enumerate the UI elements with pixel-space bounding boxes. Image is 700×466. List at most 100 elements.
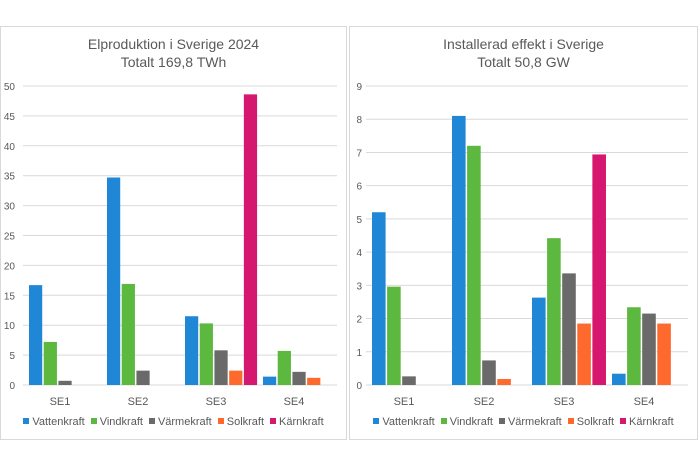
legend-swatch xyxy=(620,418,627,424)
bar-solkraft-se2 xyxy=(497,379,511,385)
bar-vindkraft-se2 xyxy=(467,145,481,385)
bar-vattenkraft-se4 xyxy=(612,373,626,385)
legend-label: Vattenkraft xyxy=(382,416,435,428)
y-tick-label: 20 xyxy=(4,261,16,272)
y-tick-label: 25 xyxy=(4,232,16,243)
chart-panel-capacity: 0 1 2 3 4 5 6 7 8 9 SE1 SE2 SE3 SE4 Installerad effek… xyxy=(349,26,698,440)
y-tick-label: 50 xyxy=(4,82,16,93)
legend-item: Värmekraft xyxy=(498,416,562,428)
legend: Vattenkraft Vindkraft Värmekraft Solkraft Kä… xyxy=(1,416,346,428)
legend-label: Värmekraft xyxy=(507,416,562,428)
legend-label: Solkraft xyxy=(226,416,265,428)
legend-swatch xyxy=(90,418,97,424)
legend-swatch xyxy=(440,418,447,424)
legend-label: Kärnkraft xyxy=(279,416,324,428)
bar-kärnkraft-se3 xyxy=(592,154,606,385)
chart-subtitle: Totalt 169,8 TWh xyxy=(120,54,227,70)
bar-värmekraft-se4 xyxy=(642,313,656,385)
y-tick-label: 2 xyxy=(356,315,362,326)
legend-swatch xyxy=(567,418,574,424)
bar-solkraft-se4 xyxy=(307,377,321,385)
x-tick-label: SE4 xyxy=(634,396,655,408)
bar-vattenkraft-se2 xyxy=(452,115,466,386)
bar-vattenkraft-se3 xyxy=(185,316,199,385)
y-tick-label: 5 xyxy=(9,351,15,362)
y-tick-label: 35 xyxy=(4,172,16,183)
legend-label: Vindkraft xyxy=(99,416,143,428)
legend-swatch xyxy=(498,418,505,424)
bar-värmekraft-se1 xyxy=(402,376,416,385)
bar-värmekraft-se2 xyxy=(136,370,150,385)
chart-subtitle: Totalt 50,8 GW xyxy=(477,54,570,70)
legend-item: Vindkraft xyxy=(440,416,493,428)
legend-item: Solkraft xyxy=(217,416,265,428)
bar-chart-capacity: 0 1 2 3 4 5 6 7 8 9 SE1 SE2 SE3 SE4 xyxy=(356,82,688,408)
y-tick-label: 30 xyxy=(4,202,16,213)
y-tick-label: 8 xyxy=(356,115,362,126)
legend-label: Värmekraft xyxy=(157,416,212,428)
bar-vindkraft-se2 xyxy=(121,283,135,385)
y-tick-label: 5 xyxy=(356,215,362,226)
bar-solkraft-se3 xyxy=(229,370,243,385)
legend-swatch xyxy=(148,418,155,424)
legend-item: Solkraft xyxy=(567,416,615,428)
legend-label: Vindkraft xyxy=(449,416,493,428)
y-tick-label: 7 xyxy=(356,148,362,159)
bar-värmekraft-se3 xyxy=(214,350,228,385)
legend-label: Kärnkraft xyxy=(629,416,674,428)
bar-värmekraft-se4 xyxy=(292,371,306,385)
bar-vattenkraft-se1 xyxy=(29,285,43,385)
legend: Vattenkraft Vindkraft Värmekraft Solkraft Kä… xyxy=(350,416,697,428)
bar-vindkraft-se3 xyxy=(199,323,213,385)
chart-title-main: Elproduktion i Sverige 2024 xyxy=(87,36,260,52)
chart-panel-production: 0 5 10 15 20 25 30 35 40 45 50 SE1 SE2 SE3 SE4 Elprodu… xyxy=(0,26,347,440)
legend-item: Kärnkraft xyxy=(620,416,674,428)
y-tick-label: 0 xyxy=(356,381,362,392)
legend-swatch xyxy=(217,418,224,424)
legend-label: Solkraft xyxy=(576,416,615,428)
chart-title: Elproduktion i Sverige 2024 Totalt 169,8… xyxy=(1,35,346,71)
chart-title: Installerad effekt i Sverige Totalt 50,8… xyxy=(350,35,697,71)
y-tick-label: 40 xyxy=(4,142,16,153)
bar-vattenkraft-se3 xyxy=(532,297,546,385)
x-tick-label: SE3 xyxy=(206,396,227,408)
legend-swatch xyxy=(270,418,277,424)
bar-vindkraft-se3 xyxy=(547,238,561,385)
x-tick-label: SE1 xyxy=(394,396,415,408)
x-tick-label: SE2 xyxy=(474,396,495,408)
x-tick-label: SE2 xyxy=(128,396,149,408)
bar-vattenkraft-se2 xyxy=(107,177,121,385)
y-tick-label: 3 xyxy=(356,281,362,292)
y-tick-label: 6 xyxy=(356,182,362,193)
bar-vindkraft-se4 xyxy=(627,307,641,385)
bar-värmekraft-se1 xyxy=(58,380,72,385)
legend-item: Vattenkraft xyxy=(373,416,435,428)
y-tick-label: 0 xyxy=(9,381,15,392)
bar-kärnkraft-se3 xyxy=(243,94,258,385)
y-tick-label: 1 xyxy=(356,348,362,359)
y-tick-label: 9 xyxy=(356,82,362,93)
bar-värmekraft-se3 xyxy=(562,273,576,385)
y-tick-label: 4 xyxy=(356,248,362,259)
legend-swatch xyxy=(373,418,380,424)
legend-label: Vattenkraft xyxy=(32,416,85,428)
chart-title-main: Installerad effekt i Sverige xyxy=(443,36,604,52)
bar-vindkraft-se4 xyxy=(277,350,291,385)
x-tick-label: SE4 xyxy=(284,396,305,408)
bar-vindkraft-se1 xyxy=(43,341,57,385)
y-tick-label: 15 xyxy=(4,291,16,302)
bar-värmekraft-se2 xyxy=(482,360,496,385)
bar-solkraft-se4 xyxy=(657,323,671,385)
bar-vattenkraft-se4 xyxy=(263,376,277,385)
x-tick-label: SE3 xyxy=(554,396,575,408)
bar-vattenkraft-se1 xyxy=(372,212,386,385)
legend-item: Vattenkraft xyxy=(23,416,85,428)
x-tick-label: SE1 xyxy=(50,396,71,408)
bar-chart-production: 0 5 10 15 20 25 30 35 40 45 50 SE1 SE2 SE3 SE4 xyxy=(4,82,337,408)
bar-solkraft-se3 xyxy=(577,323,591,385)
bar-vindkraft-se1 xyxy=(387,286,401,385)
y-tick-label: 10 xyxy=(4,321,16,332)
legend-item: Kärnkraft xyxy=(270,416,324,428)
y-tick-label: 45 xyxy=(4,112,16,123)
legend-item: Värmekraft xyxy=(148,416,212,428)
